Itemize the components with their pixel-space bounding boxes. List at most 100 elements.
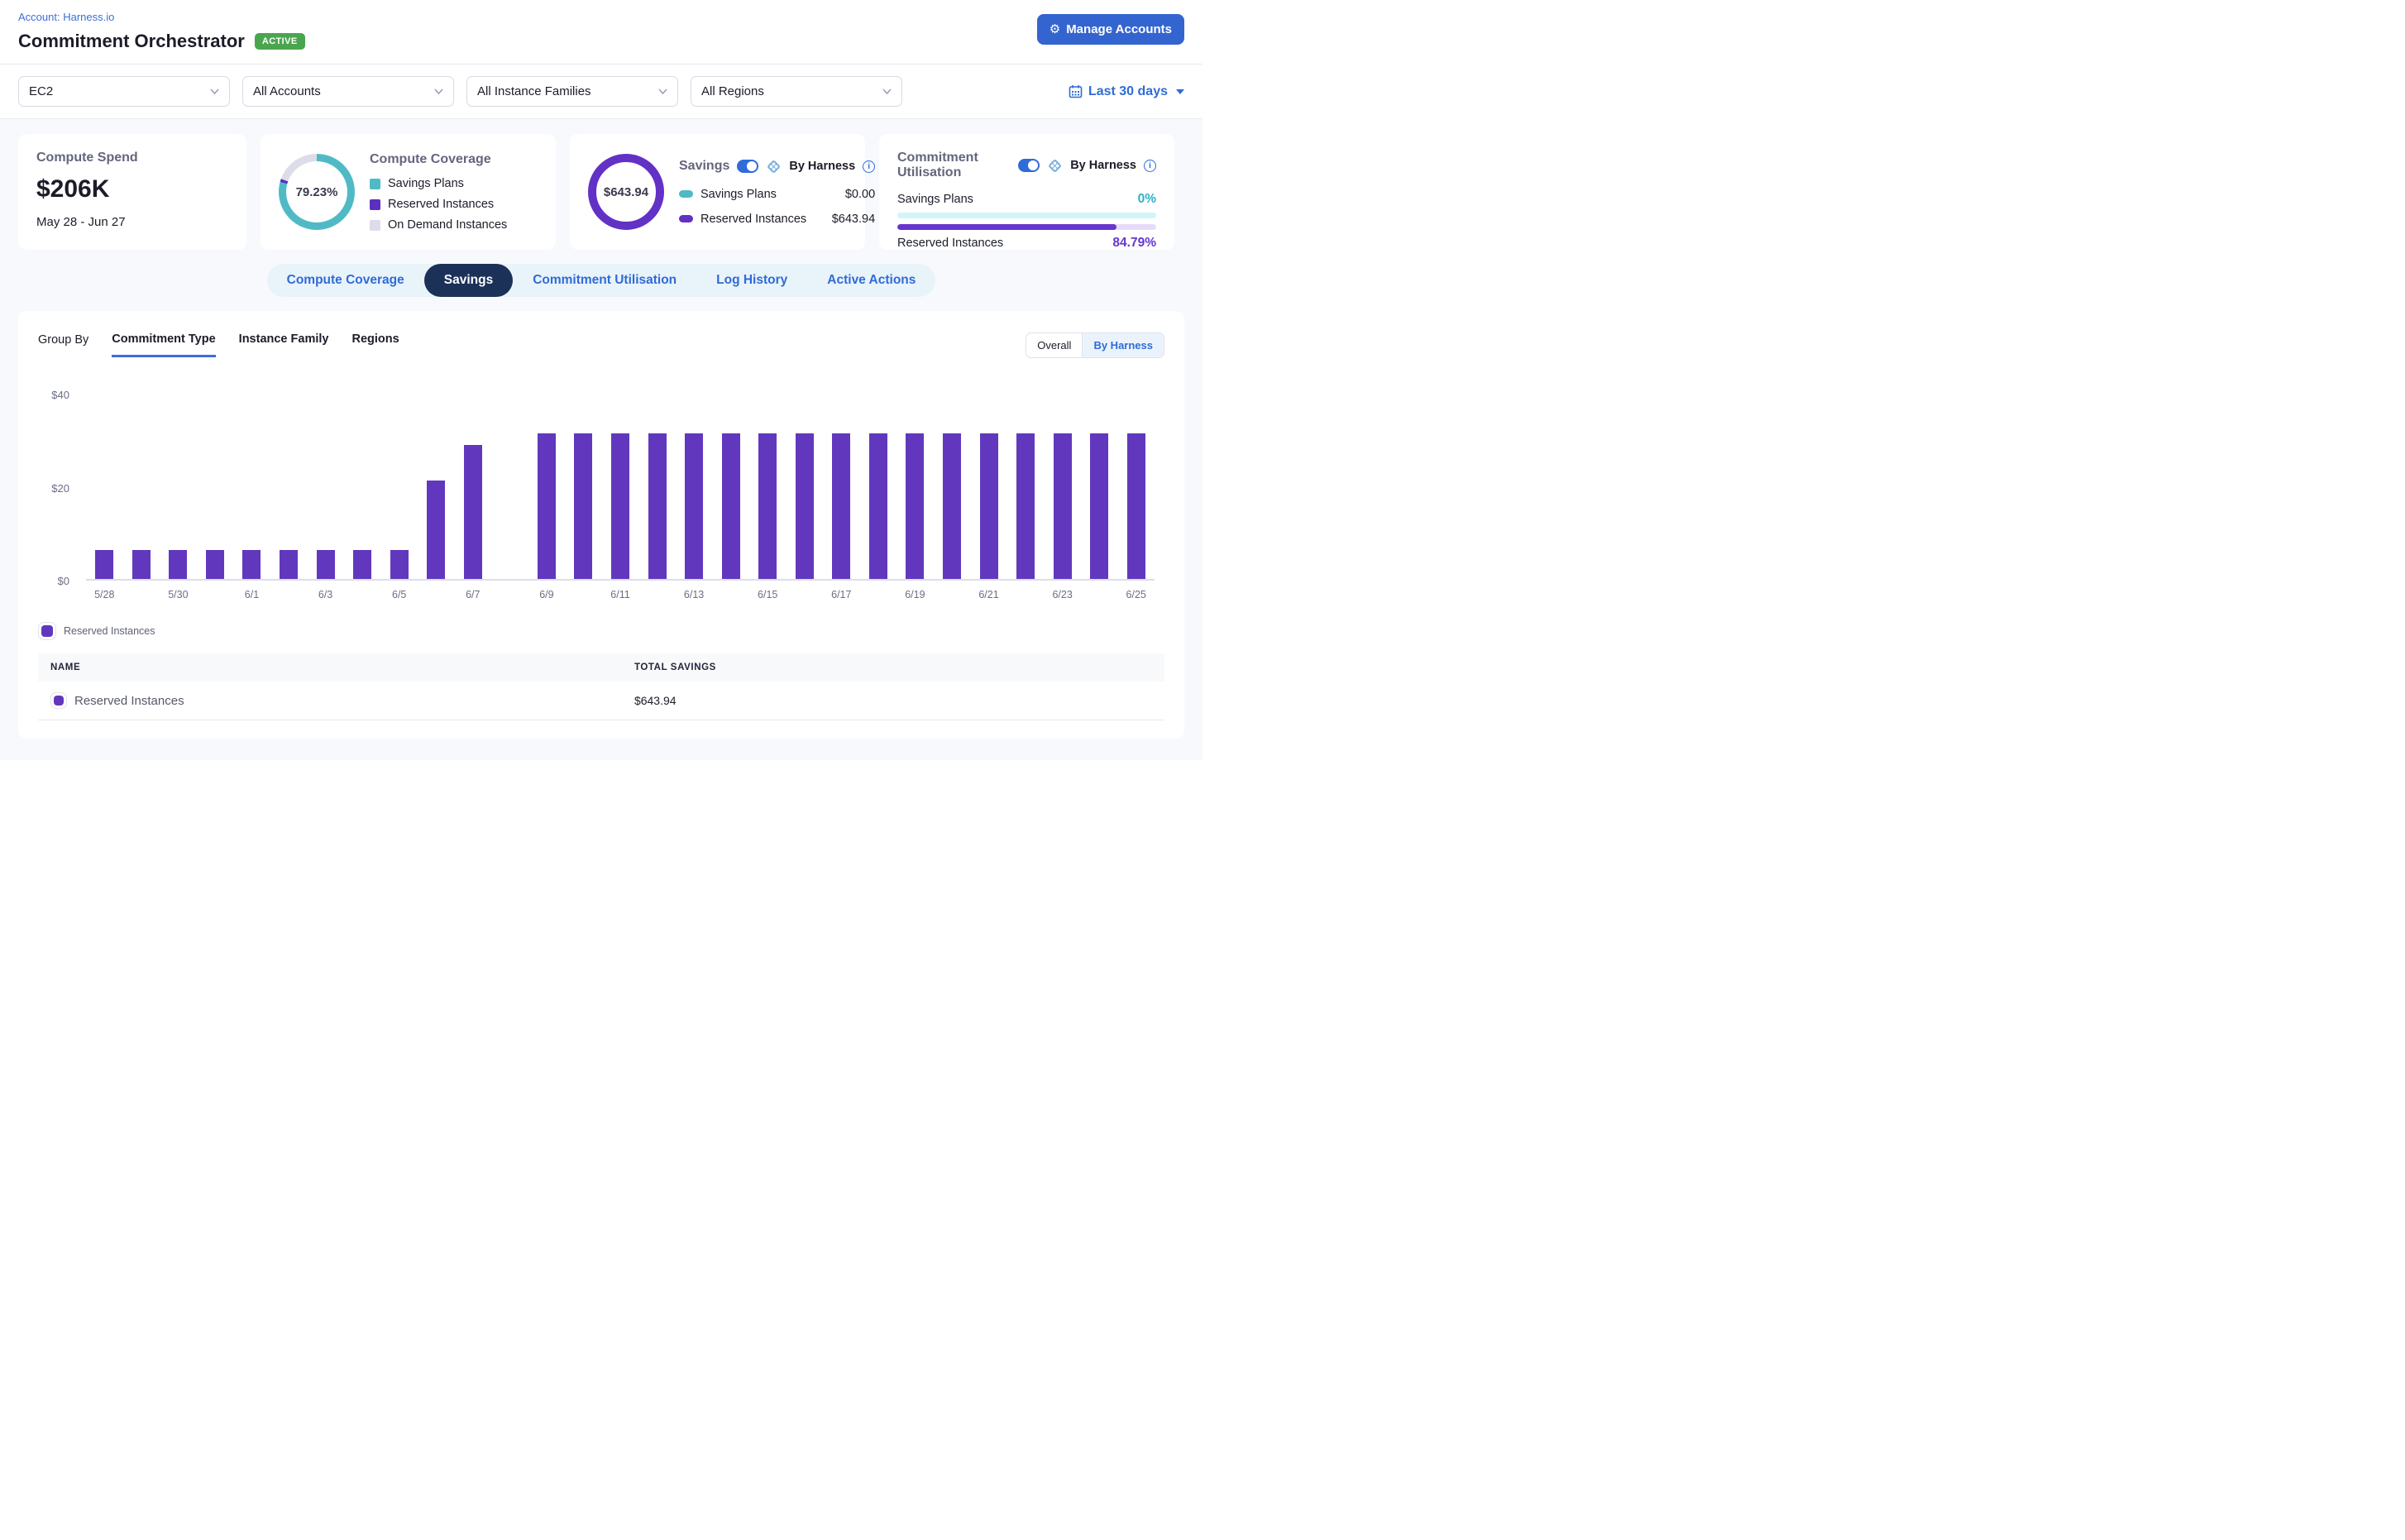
legend-label: Savings Plans: [388, 177, 464, 190]
info-icon[interactable]: i: [863, 160, 875, 173]
tab-compute-coverage[interactable]: Compute Coverage: [267, 264, 424, 297]
table-col-name: NAME: [50, 662, 634, 672]
row-name-label: Reserved Instances: [74, 694, 184, 708]
tab-log-history[interactable]: Log History: [696, 264, 807, 297]
bar-6/3: [317, 550, 335, 579]
main-tabs: Compute CoverageSavingsCommitment Utilis…: [267, 264, 936, 297]
main-tabs-wrap: Compute CoverageSavingsCommitment Utilis…: [0, 264, 1202, 297]
table-row[interactable]: Reserved Instances$643.94: [38, 682, 1164, 720]
chart-y-axis: $0$20$40: [38, 395, 76, 581]
table-header: NAME TOTAL SAVINGS: [38, 653, 1164, 682]
chevron-down-icon: [434, 88, 443, 94]
group-tab-commitment-type[interactable]: Commitment Type: [112, 332, 215, 357]
accounts-dropdown[interactable]: All Accounts: [242, 76, 454, 107]
savings-panel: Group By Commitment TypeInstance FamilyR…: [18, 311, 1184, 739]
bar-5/29: [132, 550, 151, 579]
filter-bar: EC2 All Accounts All Instance Families A…: [0, 65, 1202, 119]
account-breadcrumb-link[interactable]: Account: Harness.io: [18, 11, 114, 23]
x-tick-label: 6/23: [1052, 589, 1072, 600]
date-range-picker[interactable]: Last 30 days: [1069, 84, 1184, 99]
bar-6/25: [1127, 433, 1145, 579]
savings-row-savings-plans: Savings Plans$0.00: [679, 188, 875, 201]
compute-coverage-card: 79.23% Compute Coverage Savings PlansRes…: [261, 134, 556, 250]
service-dropdown[interactable]: EC2: [18, 76, 230, 107]
tab-savings[interactable]: Savings: [424, 264, 513, 297]
x-tick-label: 6/9: [539, 589, 553, 600]
bar-6/21: [980, 433, 998, 579]
utilisation-bar-fill: [897, 224, 1116, 230]
table-col-total-savings: TOTAL SAVINGS: [634, 662, 1152, 672]
manage-accounts-button[interactable]: ⚙ Manage Accounts: [1037, 14, 1184, 45]
view-toggle-by-harness[interactable]: By Harness: [1082, 333, 1164, 357]
savings-total-value: $643.94: [604, 185, 648, 199]
info-icon[interactable]: i: [1144, 160, 1156, 172]
regions-dropdown[interactable]: All Regions: [691, 76, 902, 107]
coverage-legend: Savings PlansReserved InstancesOn Demand…: [370, 177, 538, 232]
bar-6/19: [906, 433, 924, 579]
savings-breakdown-rows: Savings Plans$0.00Reserved Instances$643…: [679, 188, 875, 226]
bar-6/13: [685, 433, 703, 579]
compute-spend-title: Compute Spend: [36, 151, 228, 165]
savings-row-label: Savings Plans: [700, 188, 777, 201]
coverage-legend-item-savings-plans: Savings Plans: [370, 177, 538, 190]
bar-6/14: [722, 433, 740, 579]
x-tick-label: 6/15: [758, 589, 777, 600]
calendar-icon: [1069, 84, 1083, 98]
savings-donut-chart: $643.94: [588, 154, 664, 230]
legend-swatch-chip[interactable]: [38, 622, 56, 640]
group-by-tabs: Commitment Type Instance Family Regions: [112, 332, 399, 357]
tab-commitment-utilisation[interactable]: Commitment Utilisation: [513, 264, 696, 297]
chart-legend-label: Reserved Instances: [64, 625, 155, 637]
summary-cards-row: Compute Spend $206K May 28 - Jun 27 79.2…: [0, 134, 1202, 250]
chart-x-axis: 5/285/306/16/36/56/76/96/116/136/156/176…: [86, 581, 1155, 605]
commitment-utilisation-card: Commitment Utilisation By Harness i Savi…: [879, 134, 1174, 250]
group-tab-regions[interactable]: Regions: [351, 332, 399, 357]
legend-swatch: [370, 199, 380, 210]
coverage-percent: 79.23%: [296, 185, 338, 199]
bar-6/5: [390, 550, 409, 579]
instance-families-dropdown[interactable]: All Instance Families: [466, 76, 678, 107]
bar-6/18: [869, 433, 887, 579]
compute-spend-period: May 28 - Jun 27: [36, 215, 228, 229]
chart-plot: [86, 395, 1155, 581]
tab-active-actions[interactable]: Active Actions: [807, 264, 935, 297]
manage-accounts-label: Manage Accounts: [1066, 22, 1172, 36]
row-swatch-chip: [50, 692, 67, 709]
utilisation-row-reserved-instances: Reserved Instances84.79%: [897, 236, 1156, 251]
compute-spend-value: $206K: [36, 175, 228, 203]
y-tick-label: $20: [51, 482, 69, 495]
accounts-dropdown-value: All Accounts: [253, 84, 321, 98]
by-harness-label: By Harness: [789, 160, 855, 173]
regions-dropdown-value: All Regions: [701, 84, 764, 98]
bar-6/16: [796, 433, 814, 579]
status-badge: ACTIVE: [255, 33, 305, 50]
utilisation-label: Reserved Instances: [897, 237, 1003, 250]
legend-swatch: [54, 696, 64, 705]
page-title: Commitment Orchestrator: [18, 31, 245, 52]
view-toggle-overall[interactable]: Overall: [1026, 333, 1082, 357]
chevron-down-icon: [658, 88, 667, 94]
harness-logo-icon: [1047, 158, 1063, 174]
by-harness-toggle[interactable]: [1018, 159, 1040, 172]
legend-swatch: [679, 215, 693, 222]
bar-6/2: [280, 550, 298, 579]
bar-6/10: [574, 433, 592, 579]
gear-icon: ⚙: [1049, 23, 1060, 36]
group-tab-instance-family[interactable]: Instance Family: [239, 332, 329, 357]
utilisation-rows: Savings Plans0%Reserved Instances84.79%: [897, 192, 1156, 251]
x-tick-label: 6/1: [245, 589, 259, 600]
savings-title: Savings: [679, 159, 729, 174]
bar-6/15: [758, 433, 777, 579]
by-harness-toggle[interactable]: [737, 160, 758, 173]
service-dropdown-value: EC2: [29, 84, 53, 98]
bar-6/12: [648, 433, 667, 579]
bar-5/30: [169, 550, 187, 579]
savings-row-value: $643.94: [832, 213, 875, 226]
table-body: Reserved Instances$643.94: [38, 682, 1164, 720]
bar-6/4: [353, 550, 371, 579]
x-tick-label: 6/5: [392, 589, 406, 600]
group-by-row: Group By Commitment TypeInstance FamilyR…: [38, 332, 1164, 358]
bar-6/23: [1054, 433, 1072, 579]
bar-6/24: [1090, 433, 1108, 579]
legend-swatch: [679, 190, 693, 198]
